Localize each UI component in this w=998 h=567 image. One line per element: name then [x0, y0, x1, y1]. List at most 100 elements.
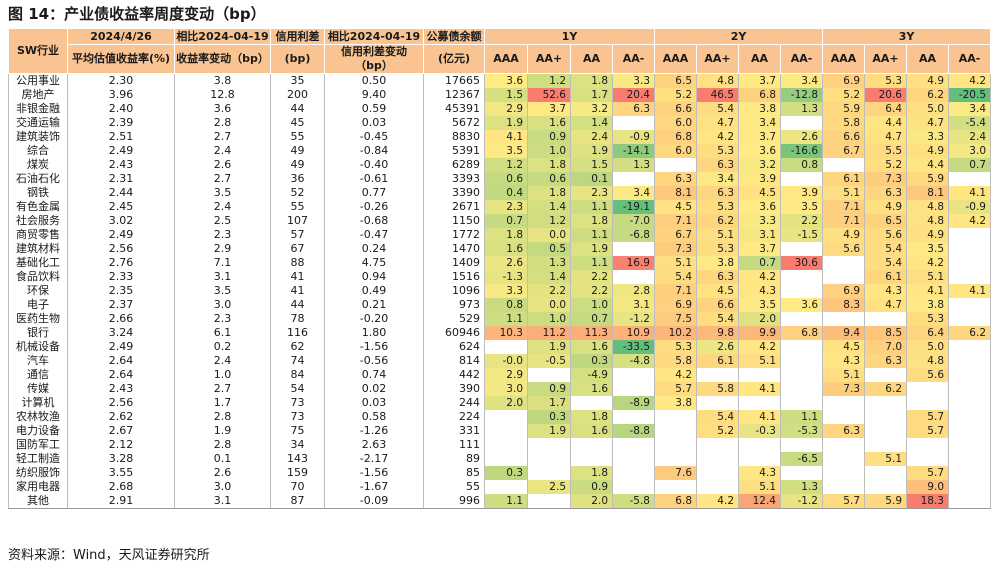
table-row: 建筑装饰 2.51 2.7 55 -0.45 8830 4.1 0.9 2.4 -0.9 6.8 4.… [8, 130, 991, 144]
grade-cell: 6.0 [654, 144, 697, 158]
grade-cell: 2.5 [527, 480, 571, 494]
grade-cell [822, 396, 865, 410]
grade-cell: 3.3 [484, 284, 528, 298]
row-yld: 3.24 [67, 326, 175, 340]
row-chg: 3.1 [174, 270, 271, 284]
grade-cell: 6.3 [612, 102, 655, 116]
row-industry: 基础化工 [8, 256, 68, 270]
table-row: 医药生物 2.66 2.3 78 -0.20 529 1.1 1.0 0.7 -1.2 7.5 5.4… [8, 312, 991, 326]
grade-cell: 6.8 [738, 88, 781, 102]
row-industry: 房地产 [8, 88, 68, 102]
grade-cell [906, 452, 949, 466]
row-industry: 机械设备 [8, 340, 68, 354]
grade-cell: 3.1 [612, 298, 655, 312]
grade-cell: 6.2 [864, 382, 907, 396]
grade-cell [822, 256, 865, 270]
row-yld: 2.56 [67, 242, 175, 256]
grade-cell: -5.8 [612, 494, 655, 509]
table-row: 非银金融 2.40 3.6 44 0.59 45391 2.9 3.7 3.2 6.3 6.6 5.4… [8, 102, 991, 116]
row-industry: 钢铁 [8, 186, 68, 200]
row-spread: 44 [270, 102, 325, 116]
grade-cell: 5.3 [864, 73, 907, 88]
row-spread: 44 [270, 298, 325, 312]
grade-cell: 2.0 [570, 494, 613, 509]
row-schg: 4.75 [324, 256, 424, 270]
grade-cell: 3.0 [948, 144, 991, 158]
row-spread: 62 [270, 340, 325, 354]
grade-cell: 2.9 [484, 102, 528, 116]
grade-cell: 3.9 [738, 172, 781, 186]
grade-cell: 4.4 [906, 158, 949, 172]
grade-cell [948, 368, 991, 382]
grade-cell: 6.5 [654, 73, 697, 88]
grade-cell: 1.9 [527, 424, 571, 438]
grade-cell: 5.0 [906, 102, 949, 116]
row-chg: 3.8 [174, 73, 271, 88]
grade-cell: 2.0 [738, 312, 781, 326]
grade-cell: 5.9 [906, 172, 949, 186]
grade-cell [948, 298, 991, 312]
grade-cell: 3.6 [738, 144, 781, 158]
grade-cell: 11.2 [527, 326, 571, 340]
row-amt: 5391 [423, 144, 485, 158]
grade-cell: 4.1 [738, 410, 781, 424]
grade-cell [738, 452, 781, 466]
grade-cell: 5.2 [654, 88, 697, 102]
grade-cell: 4.7 [696, 116, 739, 130]
grade-cell: 3.4 [612, 186, 655, 200]
grade-cell: 0.6 [527, 172, 571, 186]
grade-cell: 1.9 [484, 116, 528, 130]
grade-cell: 6.9 [654, 298, 697, 312]
grade-cell [948, 452, 991, 466]
grade-cell: 1.8 [527, 186, 571, 200]
grade-cell [780, 354, 823, 368]
grade-cell [738, 368, 781, 382]
row-amt: 1772 [423, 228, 485, 242]
table-row: 商贸零售 2.49 2.3 57 -0.47 1772 1.8 0.0 1.1 -6.8 6.7 5.… [8, 228, 991, 242]
grade-cell [822, 438, 865, 452]
grade-cell: 1.2 [527, 214, 571, 228]
table-row: 建筑材料 2.56 2.9 67 0.24 1470 1.6 0.5 1.9 7.3 5.3 3.7 5… [8, 242, 991, 256]
grade-cell: 0.9 [527, 130, 571, 144]
grade-cell [696, 452, 739, 466]
row-schg: 0.49 [324, 284, 424, 298]
header-group-2y: 2Y [654, 28, 823, 45]
grade-cell: -0.5 [527, 354, 571, 368]
table-row: 食品饮料 2.33 3.1 41 0.94 1516 -1.3 1.4 2.2 5.4 6.3 4.2… [8, 270, 991, 284]
row-chg: 3.1 [174, 494, 271, 509]
table-row: 家用电器 2.68 3.0 70 -1.67 55 2.5 0.9 5.1 1.3 9.0 [8, 480, 991, 494]
grade-cell: 5.7 [822, 494, 865, 509]
grade-cell [864, 424, 907, 438]
grade-cell: 1.1 [780, 410, 823, 424]
row-industry: 家用电器 [8, 480, 68, 494]
row-spread: 34 [270, 438, 325, 452]
grade-cell [948, 228, 991, 242]
grade-cell [780, 438, 823, 452]
grade-cell: 2.6 [696, 340, 739, 354]
table-row: 房地产 3.96 12.8 200 9.40 12367 1.5 52.6 1.7 20.4 5.2… [8, 88, 991, 102]
grade-cell: 9.0 [906, 480, 949, 494]
grade-cell: 5.8 [822, 116, 865, 130]
grade-cell: 1.4 [570, 116, 613, 130]
grade-cell: 3.5 [738, 298, 781, 312]
grade-cell: 2.3 [484, 200, 528, 214]
grade-cell: 2.2 [780, 214, 823, 228]
row-chg: 2.3 [174, 312, 271, 326]
row-schg: 0.77 [324, 186, 424, 200]
grade-cell: 1.6 [484, 242, 528, 256]
grade-cell: -6.5 [780, 452, 823, 466]
subheader-date: 平均估值收益率(%) [67, 44, 175, 74]
grade-cell: -0.0 [484, 354, 528, 368]
grade-cell: 5.0 [906, 340, 949, 354]
grade-cell: 3.6 [780, 298, 823, 312]
grade-cell: 5.1 [822, 368, 865, 382]
row-schg: -0.68 [324, 214, 424, 228]
grade-cell [948, 312, 991, 326]
grade-cell: 5.1 [864, 452, 907, 466]
header-date: 2024/4/26 [67, 28, 175, 45]
grade-cell: 2.2 [570, 270, 613, 284]
row-schg: 0.21 [324, 298, 424, 312]
grade-cell: 7.1 [822, 200, 865, 214]
row-spread: 35 [270, 73, 325, 88]
grade-cell: -20.5 [948, 88, 991, 102]
